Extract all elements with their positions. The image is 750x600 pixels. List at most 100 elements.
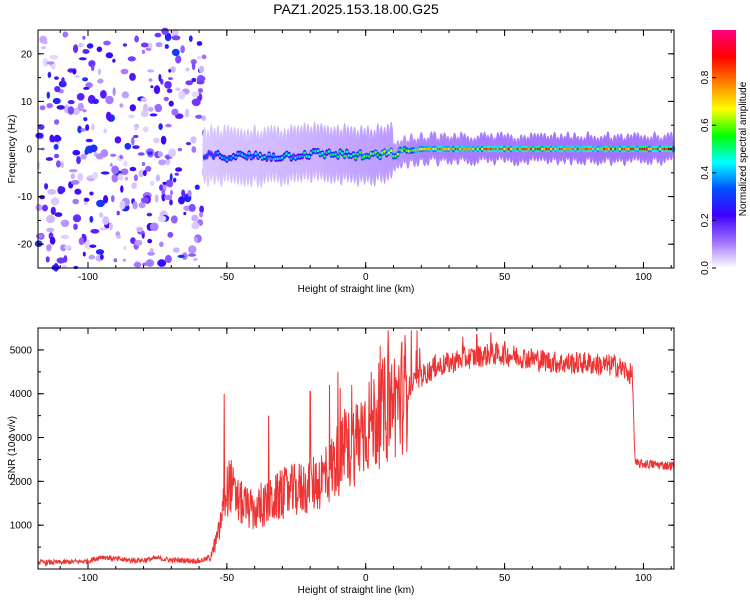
y-tick-label: 5000	[10, 345, 33, 356]
spectrogram-cell	[157, 151, 164, 158]
spectrogram-cell	[170, 215, 178, 224]
x-tick-label: 100	[635, 573, 652, 584]
spectrogram-cell	[111, 173, 119, 183]
spectrogram-cell	[89, 144, 98, 153]
spectrogram-cell	[39, 195, 45, 200]
spectrogram-cell	[171, 108, 179, 116]
spectrogram-cell	[46, 103, 53, 109]
spectrogram-cell	[334, 152, 338, 156]
spectrogram-cell	[159, 184, 164, 191]
spectrogram-cell	[73, 223, 78, 230]
spectrogram-cell	[178, 90, 186, 100]
spectrogram-cell	[76, 156, 81, 165]
spectrogram-cell	[62, 31, 69, 38]
spectrogram-cell	[128, 114, 135, 119]
x-tick-label: 0	[363, 272, 369, 283]
snr-y-label: SNR (10 * v/v)	[7, 416, 18, 480]
spectrogram-cell	[123, 246, 127, 250]
x-tick-label: 100	[635, 272, 652, 283]
spectrogram-cell	[142, 103, 149, 112]
spectrogram-cell	[147, 69, 155, 73]
spectrogram-cell	[185, 67, 190, 72]
spectrogram-cell	[112, 58, 116, 63]
spectrogram-cell	[265, 157, 269, 161]
spectrogram-cell	[342, 122, 347, 180]
spectrogram-cell	[196, 80, 205, 85]
spectrogram-cell	[191, 214, 199, 222]
spectrogram-cell	[212, 155, 215, 159]
spectrogram-cell	[173, 177, 177, 183]
colorbar-tick-label: 0.0	[700, 261, 711, 275]
spectrogram-cell	[164, 44, 169, 49]
spectrogram-cell	[289, 124, 294, 182]
spectrogram-cell	[199, 211, 203, 218]
spectrogram-cell	[113, 258, 118, 263]
spectrogram-cell	[70, 173, 75, 180]
snr-y-ticks: 1000 2000 3000 4000 5000	[10, 327, 674, 548]
spectrogram-cell	[136, 226, 144, 233]
spectrogram-cell	[234, 155, 238, 159]
spectrogram-cell	[53, 144, 59, 150]
spectrogram-cell	[201, 115, 207, 121]
spectrogram-cell	[109, 162, 113, 167]
spectrogram-cell	[100, 90, 107, 99]
spectrogram-cell	[77, 125, 82, 134]
spectrogram-cell	[122, 258, 127, 262]
colorbar-tick-label: 0.4	[700, 165, 711, 179]
spectrogram-cell	[116, 235, 121, 239]
spectrogram-cell	[100, 254, 104, 260]
spectrogram-cell	[209, 152, 213, 156]
spectrogram-cell	[632, 132, 637, 161]
spectrogram-cell	[435, 138, 441, 167]
spectrogram-cell	[42, 204, 48, 212]
spectrogram-cell	[183, 211, 187, 216]
spectrogram-cell	[194, 236, 198, 243]
spectrogram-cell	[168, 148, 177, 158]
spectrogram-cell	[74, 75, 80, 78]
spectrogram-cell	[85, 124, 90, 131]
spectrogram-cell	[54, 119, 60, 125]
spectrogram-cell	[134, 239, 143, 246]
spectrogram-cell	[96, 199, 105, 208]
spectrogram-cell	[188, 35, 193, 42]
colorbar: 0.0 0.2 0.4 0.6 0.8 Normalized spectral ampl…	[700, 30, 749, 275]
spectrogram-cell	[375, 123, 381, 181]
spectrogram-cell	[61, 77, 65, 85]
y-tick-label: -20	[18, 240, 33, 251]
spectrogram-cell	[149, 248, 154, 253]
spectrogram-cell	[42, 40, 48, 45]
spectrogram-cell	[83, 197, 90, 202]
spectrogram-cell	[216, 151, 220, 155]
spectrogram-cell	[85, 138, 93, 143]
spectrogram-cell	[267, 153, 271, 156]
spectrogram-cell	[102, 216, 110, 225]
spectrogram-cell	[44, 183, 49, 190]
spectrogram-cell	[512, 137, 517, 167]
x-tick-label: 50	[499, 272, 511, 283]
spectrogram-cell	[140, 197, 149, 204]
spectrogram-cell	[327, 150, 331, 153]
spectrogram-cell	[46, 61, 55, 65]
spectrogram-cell	[60, 234, 70, 239]
spectrogram-cell	[60, 244, 67, 252]
spectrogram-cell	[64, 245, 72, 250]
spectrogram-cell	[201, 54, 207, 60]
spectrogram-cell	[269, 157, 273, 161]
spectrogram-cell	[499, 131, 504, 160]
spectrogram-cell	[169, 199, 173, 206]
spectrogram-cell	[225, 124, 231, 182]
spectrogram-cell	[54, 86, 61, 93]
spectrogram-cell	[134, 125, 138, 131]
spectrogram-cell	[58, 186, 66, 194]
spectrogram-cell	[89, 191, 94, 196]
spectrogram-cell	[247, 152, 251, 155]
snr-x-label: Height of straight line (km)	[298, 585, 415, 596]
spectrogram-cell	[82, 251, 86, 257]
spectrogram-cell	[178, 196, 185, 205]
spectrogram-cell	[321, 152, 324, 155]
spectrogram-cell	[142, 170, 147, 177]
spectrogram-cell	[150, 180, 155, 186]
spectrogram-cell	[154, 103, 163, 113]
spectrogram-cell	[72, 107, 80, 116]
spectrogram-cell	[119, 200, 126, 210]
